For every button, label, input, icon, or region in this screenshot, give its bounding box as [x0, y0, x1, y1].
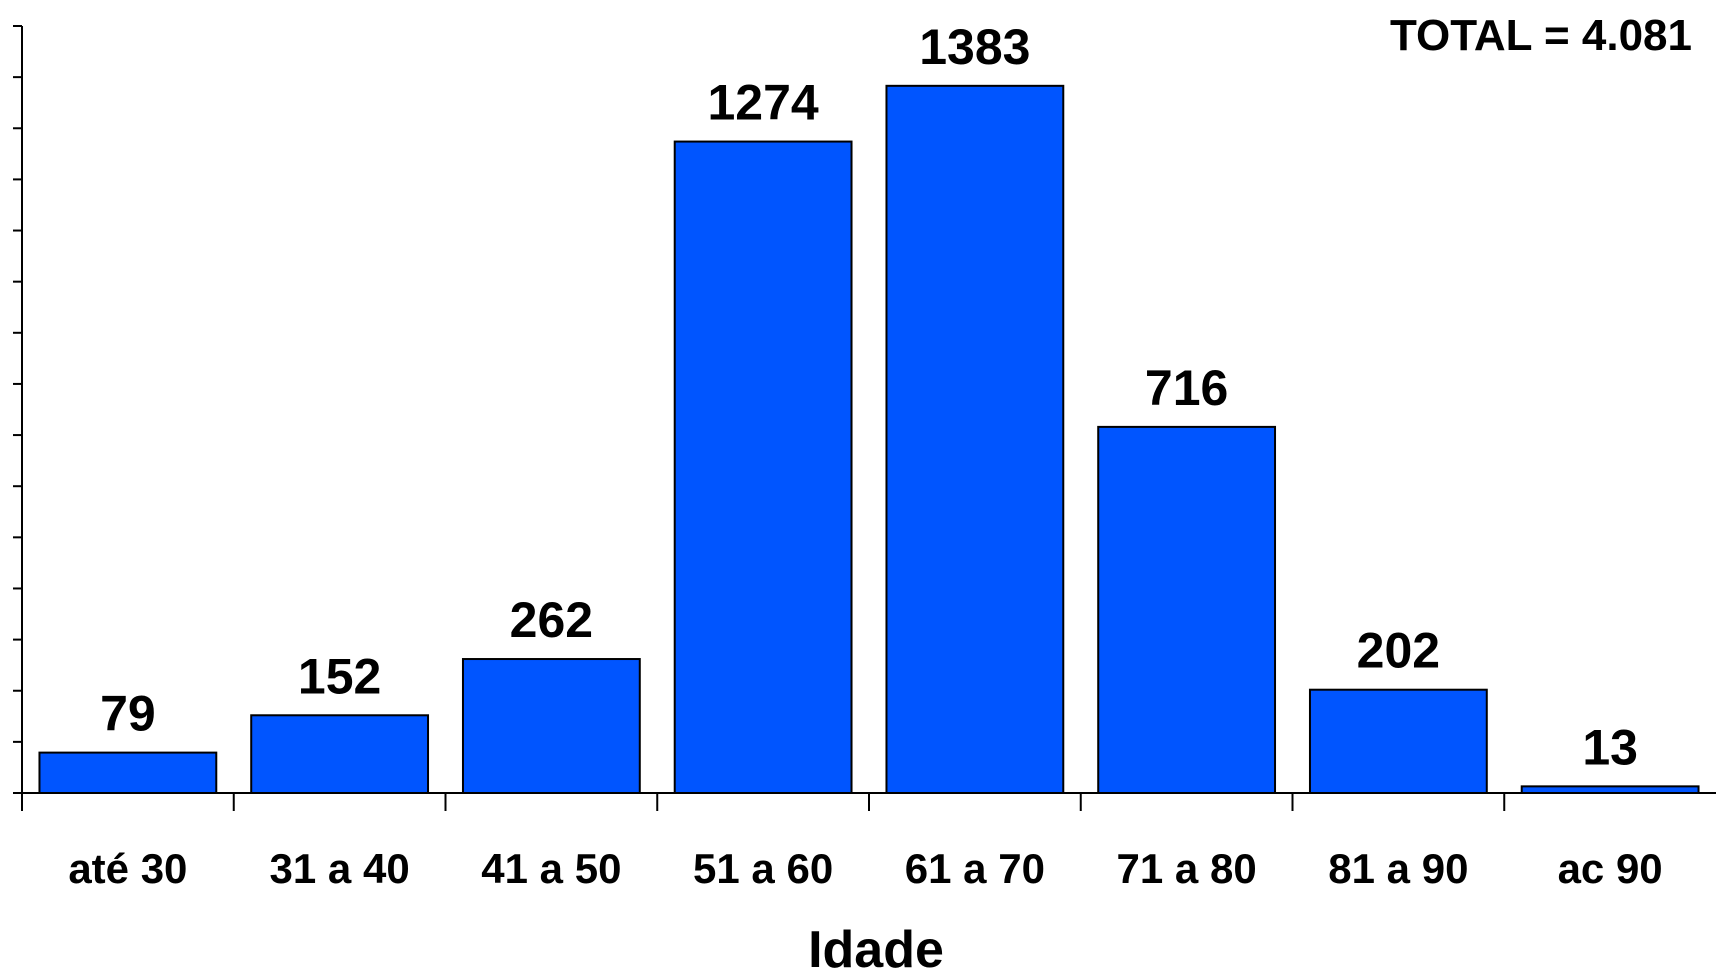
- bar: [250, 714, 430, 795]
- data-label: 13: [1582, 719, 1638, 775]
- bars: [38, 84, 1700, 795]
- data-label: 262: [510, 592, 593, 648]
- bar: [1520, 785, 1700, 794]
- bar: [38, 751, 218, 795]
- data-label: 79: [100, 686, 156, 742]
- data-label: 1274: [708, 75, 819, 131]
- x-tick-label: 51 a 60: [693, 845, 833, 892]
- data-label: 152: [298, 648, 381, 704]
- bar: [1097, 425, 1277, 794]
- bar: [885, 84, 1065, 795]
- x-tick-label: 41 a 50: [481, 845, 621, 892]
- x-tick-labels: até 30 31 a 40 41 a 50 51 a 60 61 a 70 71 a 8…: [68, 845, 1662, 892]
- x-axis-title: Idade: [808, 921, 944, 974]
- data-label: 716: [1145, 360, 1228, 416]
- bar: [1308, 688, 1488, 795]
- y-axis: [13, 25, 23, 794]
- bar: [673, 140, 853, 794]
- x-axis: [21, 792, 1716, 811]
- bar: [461, 658, 641, 794]
- x-tick-label: até 30: [68, 845, 187, 892]
- x-tick-label: 71 a 80: [1117, 845, 1257, 892]
- total-annotation: TOTAL = 4.081: [1390, 11, 1692, 60]
- x-tick-label: ac 90: [1558, 845, 1663, 892]
- data-label: 202: [1357, 623, 1440, 679]
- data-labels: 79 152 262 1274 1383 716 202 13: [100, 19, 1638, 776]
- x-tick-label: 61 a 70: [905, 845, 1045, 892]
- x-tick-label: 31 a 40: [270, 845, 410, 892]
- x-tick-label: 81 a 90: [1328, 845, 1468, 892]
- data-label: 1383: [919, 19, 1030, 75]
